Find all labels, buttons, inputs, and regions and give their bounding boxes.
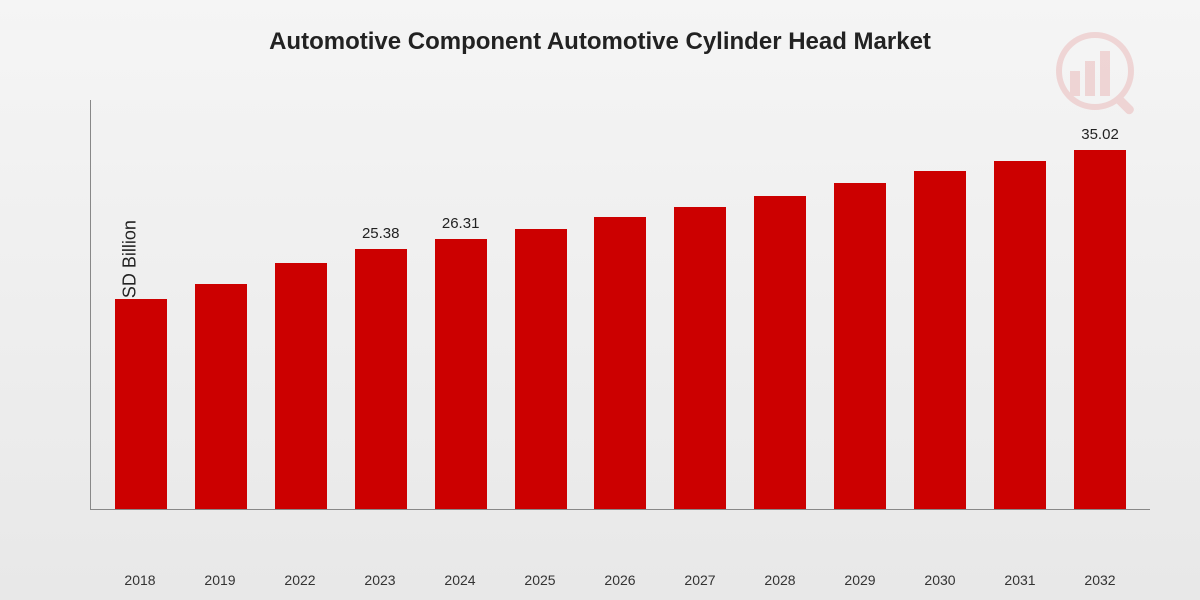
bar-value-label: 35.02 <box>1081 126 1119 144</box>
bar-col <box>101 100 181 509</box>
bar-value-label: 26.31 <box>442 215 480 233</box>
bar-value-label: 25.38 <box>362 225 400 243</box>
x-tick-label: 2031 <box>980 572 1060 588</box>
bar <box>515 229 567 509</box>
bar-col <box>181 100 261 509</box>
bar <box>355 249 407 509</box>
x-tick-label: 2025 <box>500 572 580 588</box>
bar <box>275 263 327 509</box>
plot-region: 25.38 26.31 35.02 <box>90 100 1150 510</box>
bar-col: 26.31 <box>421 100 501 509</box>
bar-col <box>581 100 661 509</box>
bar <box>115 299 167 509</box>
x-tick-label: 2018 <box>100 572 180 588</box>
bar-col <box>660 100 740 509</box>
x-tick-label: 2027 <box>660 572 740 588</box>
x-tick-label: 2024 <box>420 572 500 588</box>
bar <box>435 239 487 509</box>
x-tick-label: 2028 <box>740 572 820 588</box>
x-tick-label: 2032 <box>1060 572 1140 588</box>
bar-col: 35.02 <box>1060 100 1140 509</box>
x-tick-label: 2030 <box>900 572 980 588</box>
chart-title: Automotive Component Automotive Cylinder… <box>0 0 1200 56</box>
bar <box>594 217 646 509</box>
bar <box>1074 150 1126 509</box>
bars-container: 25.38 26.31 35.02 <box>91 100 1150 509</box>
x-ticks: 2018201920222023202420252026202720282029… <box>90 572 1150 588</box>
x-tick-label: 2029 <box>820 572 900 588</box>
bar-col: 25.38 <box>341 100 421 509</box>
bar <box>195 284 247 510</box>
bar-col <box>980 100 1060 509</box>
bar-col <box>261 100 341 509</box>
x-tick-label: 2019 <box>180 572 260 588</box>
bar <box>994 161 1046 510</box>
bar-col <box>740 100 820 509</box>
chart-area: Market Value in USD Billion 25.3826.3135… <box>60 100 1160 560</box>
bar-col <box>820 100 900 509</box>
bar-col <box>501 100 581 509</box>
bar-col <box>900 100 980 509</box>
bar <box>834 183 886 509</box>
bar <box>754 196 806 509</box>
x-tick-label: 2023 <box>340 572 420 588</box>
bar <box>914 171 966 509</box>
x-tick-label: 2022 <box>260 572 340 588</box>
bar <box>674 207 726 509</box>
x-tick-label: 2026 <box>580 572 660 588</box>
